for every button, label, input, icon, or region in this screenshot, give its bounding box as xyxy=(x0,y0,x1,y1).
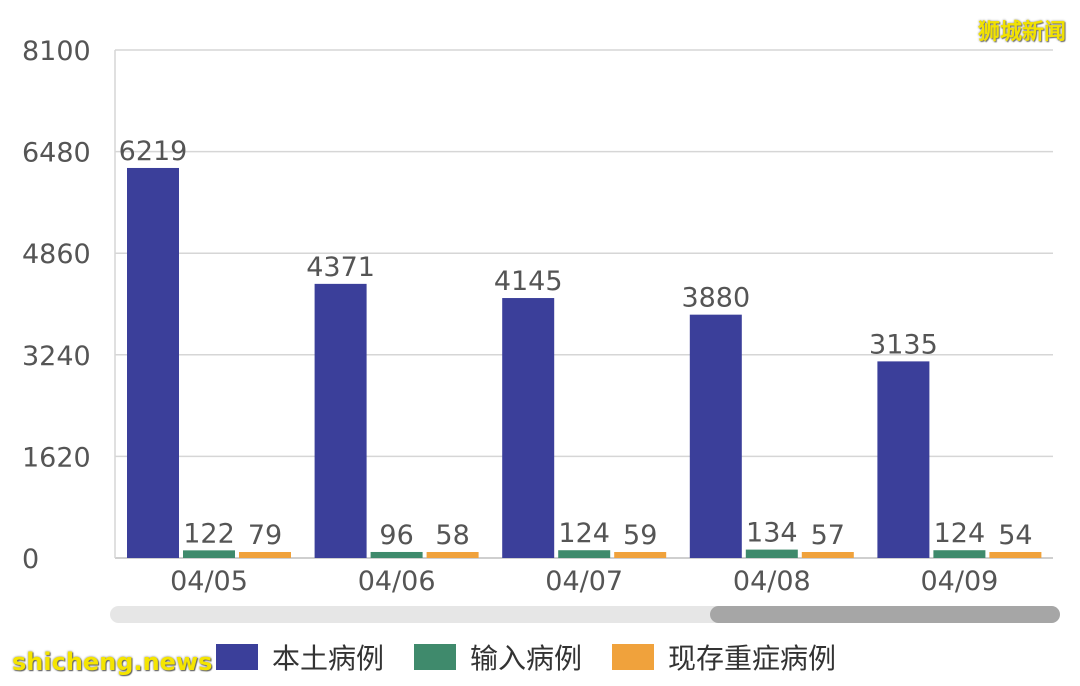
scrollbar-thumb[interactable] xyxy=(710,606,1060,623)
legend-swatch-severe xyxy=(612,644,655,670)
y-tick-label: 4860 xyxy=(22,239,91,270)
data-label: 4371 xyxy=(306,252,375,283)
x-tick-label: 04/07 xyxy=(545,566,623,597)
legend-label-local: 本土病例 xyxy=(272,642,385,675)
data-label: 57 xyxy=(811,520,845,551)
data-label: 6219 xyxy=(119,136,188,167)
bar xyxy=(689,314,742,558)
legend-swatch-imported xyxy=(414,644,457,670)
x-tick-label: 04/08 xyxy=(733,566,811,597)
bar xyxy=(502,298,555,558)
chart-legend: 本土病例 输入病例 现存重症病例 xyxy=(216,634,866,680)
bar xyxy=(801,552,854,558)
legend-item-severe[interactable]: 现存重症病例 xyxy=(612,637,836,677)
data-label: 59 xyxy=(623,520,657,551)
legend-label-imported: 输入病例 xyxy=(470,642,583,675)
y-tick-label: 6480 xyxy=(22,138,91,169)
y-tick-label: 0 xyxy=(22,544,39,575)
bar xyxy=(370,551,423,558)
y-tick-label: 8100 xyxy=(22,36,91,67)
bar xyxy=(127,167,179,559)
data-label: 124 xyxy=(558,518,610,549)
bar xyxy=(426,552,479,558)
x-tick-label: 04/06 xyxy=(358,566,436,597)
site-watermark: shicheng.news xyxy=(12,648,213,676)
y-tick-label: 1620 xyxy=(22,442,91,473)
bar xyxy=(933,550,986,558)
data-label: 122 xyxy=(183,518,235,549)
legend-item-local[interactable]: 本土病例 xyxy=(216,637,384,677)
y-tick-label: 3240 xyxy=(22,341,91,372)
data-label: 134 xyxy=(746,518,798,549)
data-label: 54 xyxy=(998,520,1032,551)
x-tick-label: 04/09 xyxy=(920,566,998,597)
data-label: 3135 xyxy=(869,329,938,360)
x-tick-label: 04/05 xyxy=(170,566,248,597)
legend-item-imported[interactable]: 输入病例 xyxy=(414,637,582,677)
watermark-label: 狮城新闻 xyxy=(977,20,1066,45)
bar xyxy=(183,550,235,558)
bar xyxy=(614,552,667,558)
bar xyxy=(558,550,611,558)
bar xyxy=(314,283,367,558)
legend-swatch-local xyxy=(216,644,258,670)
bar xyxy=(989,552,1042,558)
data-label: 4145 xyxy=(494,266,563,297)
data-label: 3880 xyxy=(681,283,750,314)
legend-label-severe: 现存重症病例 xyxy=(668,642,837,675)
bar xyxy=(877,361,930,558)
bar xyxy=(745,549,798,558)
data-label: 96 xyxy=(379,520,413,551)
data-label: 124 xyxy=(934,518,986,549)
data-label: 58 xyxy=(435,520,469,551)
bar xyxy=(239,552,291,558)
data-label: 79 xyxy=(248,520,282,551)
